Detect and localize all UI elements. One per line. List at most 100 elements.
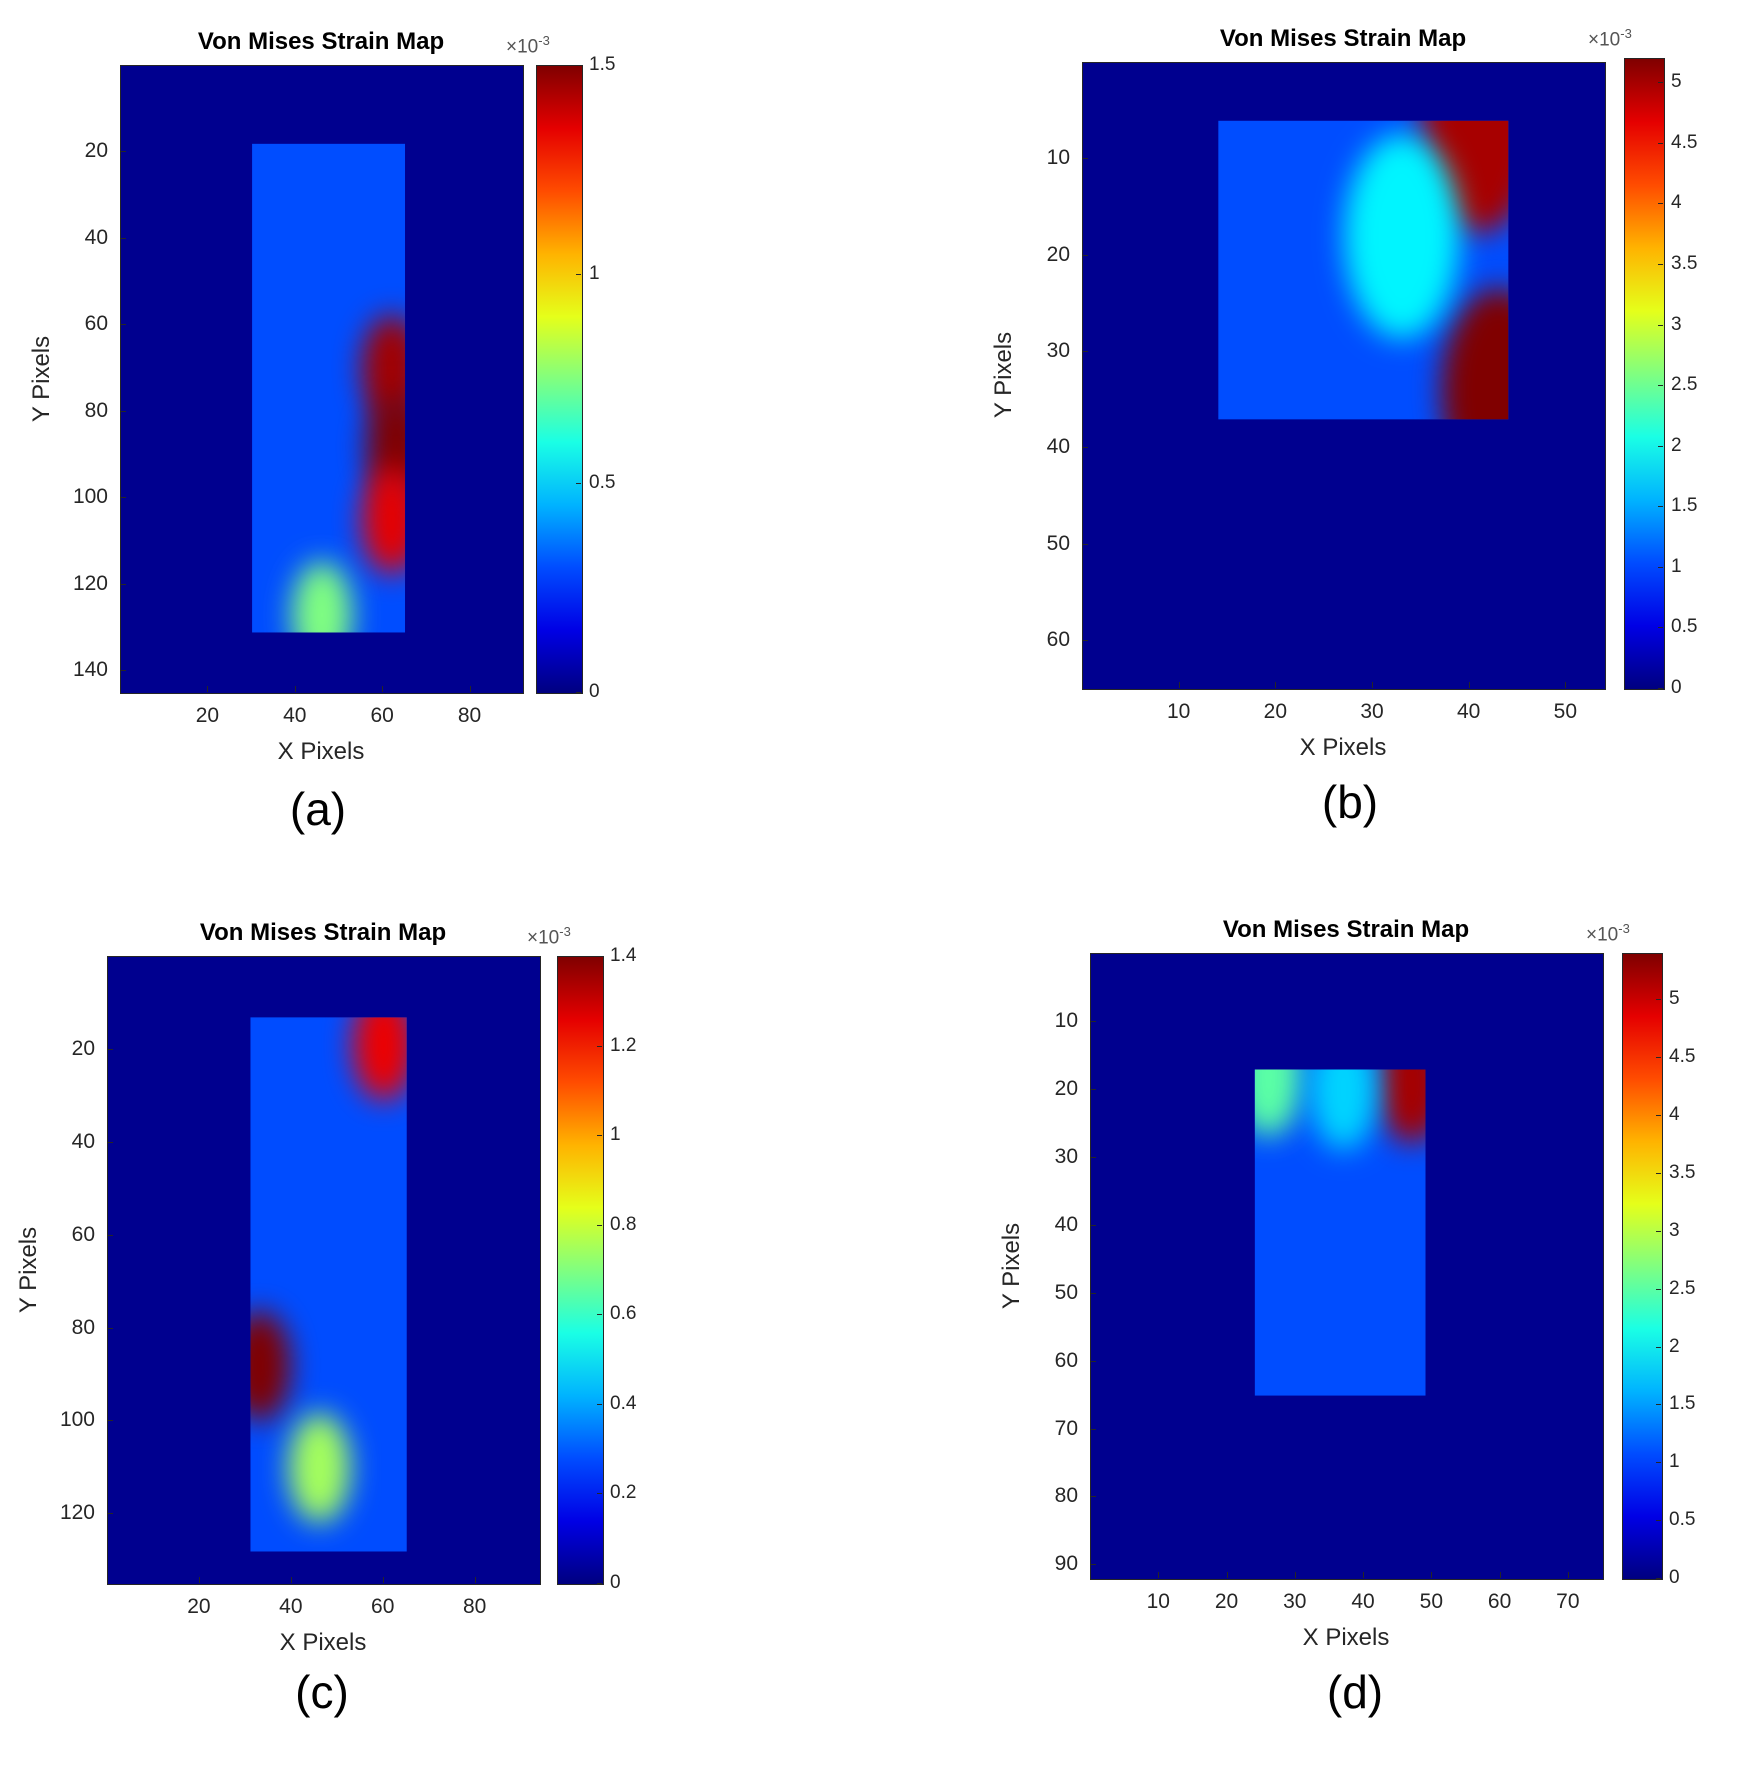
hotspot-diagonal-band [1344,134,1460,339]
x-tick-mark [474,1577,476,1583]
x-axis-label: X Pixels [1299,734,1387,761]
colorbar-tick-label: 4 [1669,1104,1680,1126]
x-tick-mark [1294,1572,1296,1578]
y-axis-label: Y Pixels [15,1226,42,1313]
y-tick-label: 30 [1054,1144,1078,1168]
y-tick-label: 20 [1054,1076,1078,1100]
x-tick-label: 10 [1166,700,1191,723]
colorbar-tick-mark [1656,1172,1661,1174]
hotspot-bottom-band [291,561,353,633]
x-tick-mark [207,686,209,692]
y-tick-mark [1090,1360,1096,1362]
colorbar-tick-label: 4 [1671,192,1682,214]
colorbar-tick-label: 0.5 [1669,1509,1696,1531]
colorbar-tick-mark [1658,385,1663,387]
y-tick-mark [1082,158,1088,160]
colorbar [1622,953,1663,1580]
y-tick-mark [120,670,126,672]
heatmap-area [1090,953,1604,1580]
chart-title: Von Mises Strain Map [1219,25,1467,52]
y-tick-mark [1090,1496,1096,1498]
hotspot-top-right [352,1017,407,1101]
colorbar-exponent-base: ×10 [527,927,560,949]
heatmap-svg [1218,120,1509,420]
x-tick-label: 80 [462,1595,487,1618]
colorbar-tick-label: 5 [1669,988,1680,1010]
hotspot-lower-centre [288,1412,351,1523]
colorbar-tick-label: 0.8 [610,1213,637,1235]
colorbar-tick-mark [1658,263,1663,265]
y-tick-label: 60 [84,312,108,336]
y-tick-label: 10 [1054,1008,1078,1032]
x-tick-label: 50 [1553,700,1577,723]
colorbar-tick-label: 0 [610,1572,621,1593]
y-tick-label: 60 [1046,627,1070,651]
colorbar-tick-label: 3.5 [1669,1161,1696,1183]
colorbar-exponent: ×10-3 [527,924,571,949]
x-tick-label: 40 [1351,1590,1375,1613]
y-tick-mark [1090,1020,1096,1022]
y-tick-label: 140 [72,658,108,682]
panel-caption: (a) [289,783,347,835]
x-tick-label: 40 [283,704,307,727]
colorbar-tick-mark [576,274,581,275]
y-tick-label: 50 [1054,1280,1078,1304]
y-tick-mark [120,324,126,326]
x-axis-label: X Pixels [1302,1624,1390,1651]
y-tick-label: 20 [1046,242,1070,266]
x-tick-mark [1275,682,1277,688]
colorbar-tick-label: 1 [1669,1451,1680,1473]
colorbar-tick-label: 0.5 [1671,616,1698,638]
colorbar-tick-mark [597,1135,602,1137]
hotspot-top-right-corner [1378,1069,1426,1144]
y-tick-label: 40 [1046,435,1070,459]
colorbar-tick-mark [1656,1057,1661,1059]
x-tick-mark [290,1577,292,1583]
colorbar-exponent-base: ×10 [1588,29,1621,51]
colorbar-tick-label: 2.5 [1671,374,1698,396]
colorbar-tick-mark [1656,1520,1661,1522]
x-axis-label: X Pixels [279,1629,367,1656]
y-tick-label: 30 [1046,338,1070,362]
colorbar-tick-label: 1.5 [589,54,616,75]
colorbar-tick-mark [597,1403,602,1405]
colorbar-exponent-power: -3 [1618,921,1630,936]
x-tick-label: 20 [1214,1590,1239,1613]
y-tick-label: 80 [84,398,108,422]
colorbar-tick-label: 0.2 [610,1482,637,1504]
colorbar-tick-mark [1656,1115,1661,1117]
y-tick-label: 120 [59,1501,95,1525]
colorbar-tick-mark [1656,1578,1661,1579]
y-tick-label: 40 [71,1129,95,1153]
y-tick-label: 100 [59,1408,95,1432]
colorbar-tick-label: 0 [1671,677,1682,698]
colorbar-tick-label: 2 [1669,1335,1680,1357]
hotspot-top-left-corner [1254,1069,1303,1137]
colorbar-tick-mark [1656,999,1661,1001]
x-tick-label: 40 [1456,700,1481,723]
panel-caption: (c) [295,1666,349,1718]
colorbar [1624,58,1665,690]
colorbar-tick-mark [597,1314,602,1316]
y-tick-label: 120 [72,571,108,595]
y-tick-mark [120,410,126,412]
x-tick-mark [382,686,384,692]
x-tick-mark [1372,682,1373,688]
x-tick-label: 80 [457,704,482,727]
colorbar-tick-mark [576,483,581,484]
heatmap-area [1082,62,1606,690]
x-tick-mark [198,1577,200,1583]
panel-caption: (d) [1326,1666,1384,1718]
x-tick-mark [1499,1572,1501,1578]
colorbar-tick-label: 4.5 [1671,131,1698,153]
colorbar-exponent-power: -3 [1620,26,1632,41]
y-tick-label: 40 [1054,1212,1078,1236]
chart-title: Von Mises Strain Map [197,28,445,55]
x-tick-label: 20 [195,704,220,727]
colorbar-tick-label: 1.4 [610,945,637,966]
hotspot-group [1254,1069,1426,1150]
heatmap-area [107,956,541,1585]
colorbar-exponent-power: -3 [538,33,550,48]
colorbar-tick-mark [1656,1404,1661,1406]
colorbar-tick-mark [1658,142,1663,144]
